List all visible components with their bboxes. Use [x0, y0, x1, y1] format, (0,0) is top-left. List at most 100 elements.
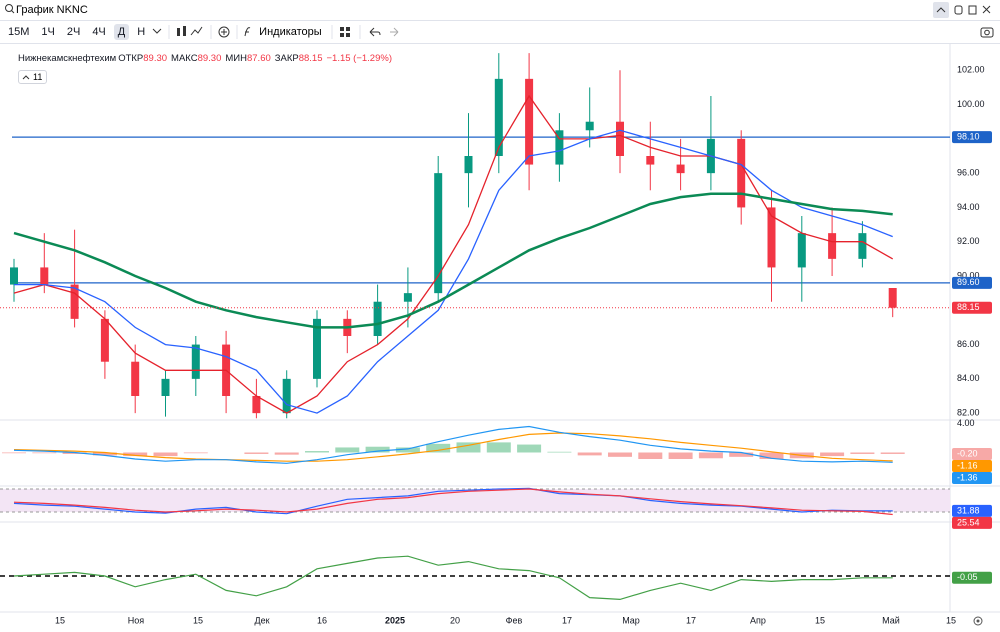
- candle-body: [585, 121, 594, 131]
- field-value: 89.30: [143, 53, 168, 64]
- maximize-button[interactable]: [954, 5, 963, 15]
- candle-body: [888, 288, 897, 308]
- field-value: 88.15: [298, 53, 323, 64]
- pane: [0, 487, 950, 516]
- price-tag-label: -0.05: [957, 572, 978, 582]
- x-tick-label: 15: [815, 615, 825, 625]
- indicator-count[interactable]: 11: [18, 70, 48, 84]
- histogram-bar: [638, 452, 663, 459]
- price-tag: [952, 504, 992, 517]
- candle-body: [403, 293, 412, 302]
- y-tick-label: 90.00: [957, 270, 980, 280]
- histogram-bar: [517, 444, 542, 453]
- interval-button[interactable]: 2Ч: [66, 26, 81, 38]
- candle-body: [616, 121, 624, 156]
- pane: 0.00: [0, 555, 975, 601]
- interval-button[interactable]: 1Ч: [41, 26, 55, 38]
- histogram-bar: [668, 452, 693, 459]
- chart-type[interactable]: [177, 26, 203, 36]
- moving-average: [14, 129, 893, 414]
- collapse-button[interactable]: [933, 2, 949, 18]
- templates-button[interactable]: [339, 27, 350, 37]
- histogram-bar: [395, 447, 420, 453]
- count: 11: [33, 72, 43, 82]
- price-tag: [952, 447, 992, 460]
- histogram-bar: [759, 452, 784, 459]
- candle-body: [70, 284, 79, 319]
- candle-body: [373, 301, 382, 336]
- field-value: 89.30: [197, 53, 222, 64]
- x-tick-label: 15: [193, 615, 203, 625]
- price-tag: [952, 459, 992, 472]
- change: −1.15 (−1.29%): [326, 53, 393, 64]
- candle-body: [191, 344, 200, 379]
- pane-body: [2, 425, 905, 464]
- x-tick-label: Мар: [622, 615, 640, 625]
- price-tag-label: -1.36: [957, 472, 978, 482]
- candle-body: [828, 233, 837, 259]
- pane: 4.00: [2, 418, 975, 464]
- compare-button[interactable]: [218, 26, 230, 38]
- restore-button[interactable]: [968, 5, 977, 15]
- field-label: ОТКР: [118, 53, 144, 64]
- y-tick-label: 96.00: [957, 168, 980, 178]
- histogram-bar: [335, 447, 360, 453]
- candle-body: [737, 138, 746, 208]
- candle-body: [161, 378, 170, 396]
- candle-body: [858, 233, 867, 259]
- toolbar-icons-2: [331, 25, 399, 39]
- candle-body: [676, 164, 685, 174]
- x-tick-label: 16: [317, 615, 327, 625]
- pane-body: [0, 487, 950, 516]
- candle-body: [797, 233, 806, 268]
- chevron: [22, 75, 30, 80]
- close-button[interactable]: [982, 5, 991, 14]
- indicators-icon[interactable]: [244, 27, 251, 37]
- field-label: МИН: [225, 53, 247, 64]
- x-tick-label: Дек: [254, 615, 269, 625]
- y-tick-label: 86.00: [957, 339, 980, 349]
- pane-body: [0, 555, 950, 601]
- price-tag: [952, 276, 992, 289]
- indicator-line: [13, 488, 893, 516]
- band-fill: [0, 489, 950, 512]
- undo-button[interactable]: [369, 27, 381, 37]
- pane-body: [0, 53, 950, 419]
- x-tick-label: Ноя: [128, 615, 145, 625]
- x-tick-label: 15: [946, 615, 956, 625]
- field-label: ЗАКР: [274, 53, 299, 64]
- search-icon[interactable]: [3, 0, 17, 20]
- intervals: 15M 1Ч 2Ч 4Ч Д Н: [0, 24, 149, 40]
- price-tag-label: -0.20: [957, 448, 978, 458]
- interval-button[interactable]: Н: [137, 26, 146, 38]
- interval-menu[interactable]: [152, 28, 162, 34]
- screenshot-button[interactable]: [980, 25, 994, 39]
- redo-button[interactable]: [389, 27, 399, 37]
- y-tick-label: 102.00: [957, 65, 985, 75]
- field-label: МАКС: [171, 53, 198, 64]
- settings-icon[interactable]: [973, 616, 983, 626]
- histogram-bar: [274, 452, 299, 455]
- indicators-button[interactable]: Индикаторы: [259, 26, 322, 38]
- indicator-line: [13, 555, 893, 601]
- histogram-bar: [183, 452, 208, 454]
- moving-average: [13, 192, 893, 329]
- interval-button[interactable]: 4Ч: [92, 26, 106, 38]
- y-tick-label: 92.00: [957, 236, 980, 246]
- chevron-path: [22, 75, 30, 80]
- interval-button[interactable]: Д: [113, 24, 130, 40]
- x-tick-label: 17: [562, 615, 572, 625]
- indicator-line: [13, 487, 893, 515]
- y-tick-label: 94.00: [957, 202, 980, 212]
- histogram-bar: [820, 452, 845, 457]
- candle-body: [10, 267, 18, 285]
- legend: Нижнекамскнефтехим ОТКР89.30 МАКС89.30 МИН8…: [18, 53, 396, 64]
- interval-button[interactable]: 15M: [8, 26, 30, 38]
- price-tag-label: -1.16: [957, 460, 978, 470]
- toolbar-icons: [152, 25, 251, 39]
- y-tick-label: 84.00: [957, 373, 980, 383]
- candle-body: [767, 207, 776, 268]
- indicator-line: [13, 432, 893, 462]
